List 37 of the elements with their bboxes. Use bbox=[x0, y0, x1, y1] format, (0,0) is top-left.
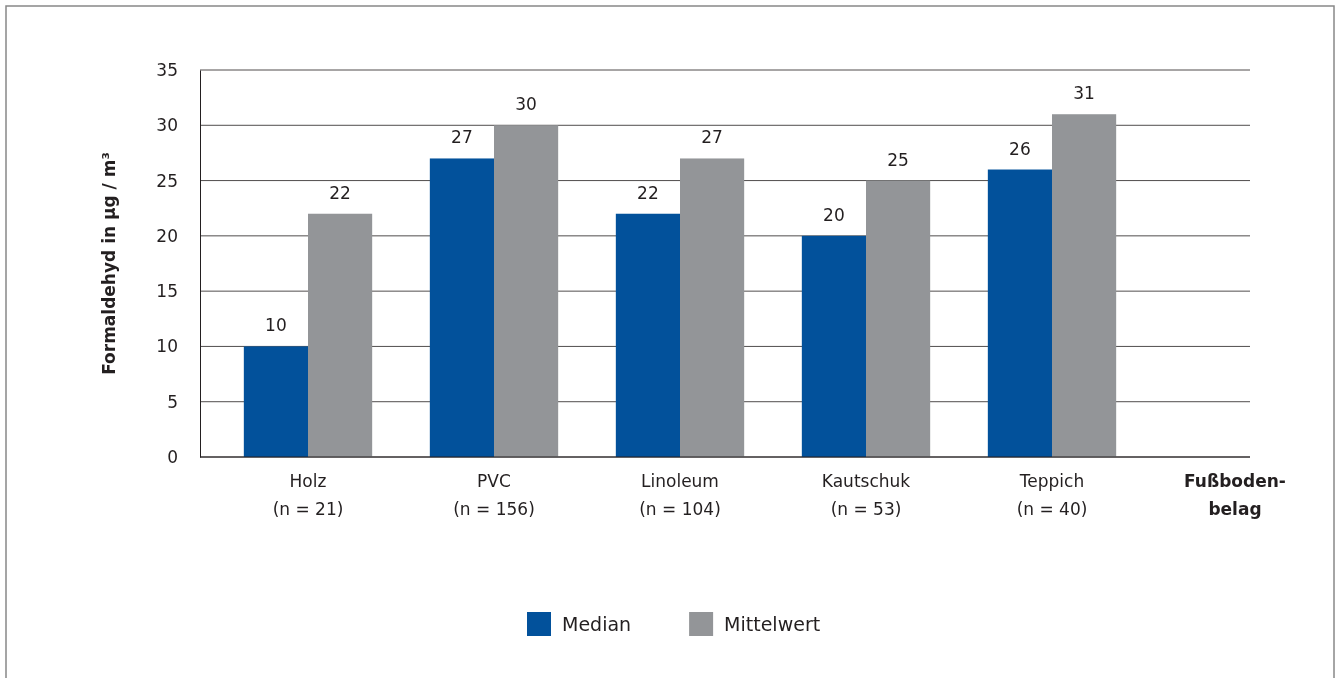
bar bbox=[801, 235, 866, 457]
x-tick-label: Kautschuk (n = 53) bbox=[821, 471, 911, 519]
y-tick-label: 25 bbox=[156, 170, 178, 191]
data-label: 20 bbox=[823, 204, 845, 225]
bar bbox=[243, 346, 308, 457]
data-label: 22 bbox=[329, 182, 351, 203]
data-label: 27 bbox=[451, 127, 473, 148]
data-label: 27 bbox=[701, 127, 723, 148]
y-tick-label: 15 bbox=[156, 281, 178, 302]
legend-label: Median bbox=[562, 613, 632, 635]
y-tick-label: 10 bbox=[156, 336, 178, 357]
data-label: 30 bbox=[515, 94, 537, 115]
bar bbox=[866, 180, 931, 457]
data-label: 22 bbox=[637, 182, 659, 203]
y-tick-label: 35 bbox=[156, 59, 178, 80]
y-tick-label: 0 bbox=[167, 446, 178, 467]
bar bbox=[615, 213, 680, 457]
bar bbox=[987, 169, 1052, 457]
bar bbox=[308, 213, 373, 457]
bar bbox=[1052, 114, 1117, 457]
data-label: 31 bbox=[1073, 83, 1095, 104]
x-tick-label: Linoleum (n = 104) bbox=[639, 471, 721, 519]
y-tick-label: 20 bbox=[156, 225, 178, 246]
data-label: 10 bbox=[265, 315, 287, 336]
x-tick-label: PVC (n = 156) bbox=[453, 471, 535, 519]
bar bbox=[680, 158, 745, 457]
y-tick-label: 30 bbox=[156, 115, 178, 136]
data-label: 26 bbox=[1009, 138, 1031, 159]
x-axis-title: Fußboden-belag bbox=[1184, 471, 1286, 519]
data-label: 25 bbox=[887, 149, 909, 170]
legend-label: Mittelwert bbox=[724, 613, 821, 635]
x-tick-label: Teppich (n = 40) bbox=[1016, 471, 1088, 519]
bar bbox=[429, 158, 494, 457]
y-axis-title: Formaldehyd in µg / m³ bbox=[99, 152, 119, 375]
y-tick-label: 5 bbox=[167, 391, 178, 412]
x-tick-label: Holz (n = 21) bbox=[272, 471, 344, 519]
bar bbox=[494, 125, 559, 457]
